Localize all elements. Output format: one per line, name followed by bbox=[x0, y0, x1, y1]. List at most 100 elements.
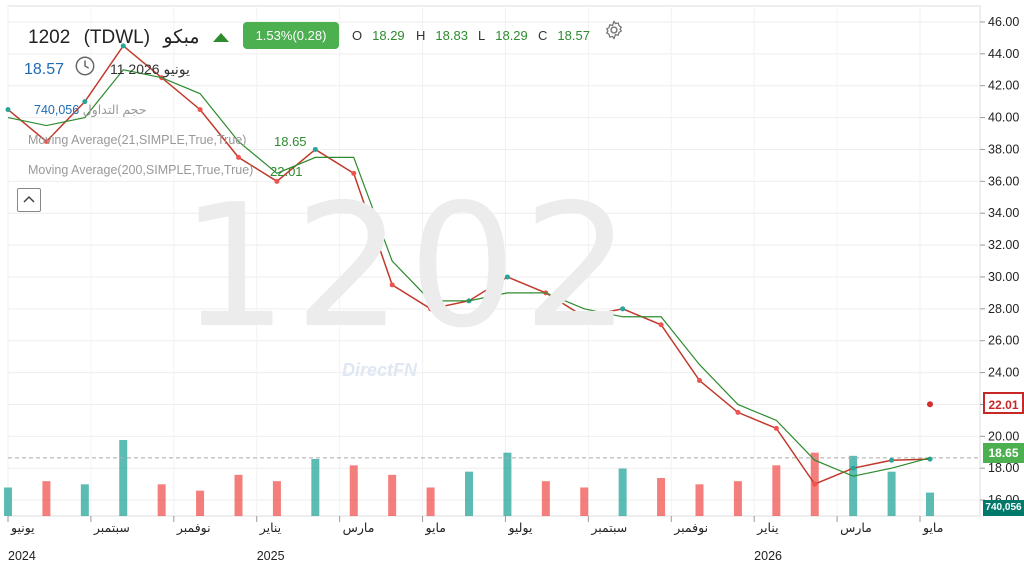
x-tick-year: 2026 bbox=[754, 549, 782, 563]
watermark-symbol: 1202 bbox=[180, 168, 637, 366]
volume-bar bbox=[887, 471, 896, 516]
close-value: 18.57 bbox=[557, 28, 590, 43]
ohlc-close: C 18.57 bbox=[538, 28, 590, 43]
volume-indicator-value: 740,056 bbox=[34, 103, 80, 117]
volume-bar bbox=[349, 465, 358, 516]
x-tick-label: مايو bbox=[922, 520, 943, 536]
x-tick-label: يناير bbox=[756, 520, 779, 536]
x-tick-label: مارس bbox=[343, 520, 375, 536]
volume-bar bbox=[657, 478, 666, 516]
y-tick-label: 26.00 bbox=[988, 334, 1019, 348]
y-tick-label: 34.00 bbox=[988, 206, 1019, 220]
volume-bar bbox=[311, 459, 320, 516]
price-point bbox=[312, 146, 318, 152]
price-point bbox=[43, 138, 49, 144]
price-point bbox=[889, 457, 895, 463]
ma200-inline-value: 22.01 bbox=[270, 164, 303, 179]
price-point bbox=[197, 107, 203, 113]
x-tick-label: مايو bbox=[425, 520, 446, 536]
open-value: 18.29 bbox=[372, 28, 405, 43]
y-tick-label: 40.00 bbox=[988, 111, 1019, 125]
price-point bbox=[812, 481, 818, 487]
watermark-brand: DirectFN bbox=[342, 360, 418, 380]
triangle-up-icon bbox=[213, 33, 229, 42]
price-point bbox=[697, 378, 702, 384]
volume-bar bbox=[580, 487, 589, 516]
y-tick-label: 42.00 bbox=[988, 79, 1019, 93]
volume-indicator-label: حجم التداول bbox=[82, 103, 147, 117]
change-badge: 1.53%(0.28) bbox=[243, 22, 339, 49]
price-point bbox=[658, 322, 664, 328]
price-point bbox=[620, 306, 626, 312]
y-tick-label: 24.00 bbox=[988, 366, 1019, 380]
x-tick-year: 2025 bbox=[257, 549, 285, 563]
price-point bbox=[274, 178, 280, 184]
volume-bar bbox=[849, 455, 858, 516]
open-label: O bbox=[352, 28, 363, 43]
volume-bar bbox=[695, 484, 704, 516]
ma200-price-tag: 22.01 bbox=[983, 392, 1024, 414]
volume-bar bbox=[157, 484, 166, 516]
volume-bar bbox=[503, 452, 512, 516]
price-point bbox=[581, 314, 587, 320]
volume-bar bbox=[772, 465, 781, 516]
indicator-ma21[interactable]: Moving Average(21,SIMPLE,True,True) bbox=[28, 133, 246, 147]
price-point bbox=[504, 274, 510, 280]
volume-bar bbox=[80, 484, 89, 516]
symbol-title: 1202 (TDWL) مبكو bbox=[28, 26, 200, 49]
price-point bbox=[428, 306, 434, 312]
price-point bbox=[5, 107, 11, 113]
close-label: C bbox=[538, 28, 548, 43]
volume-bar bbox=[272, 481, 281, 516]
x-tick-label: يناير bbox=[259, 520, 282, 536]
y-tick-label: 28.00 bbox=[988, 302, 1019, 316]
ohlc-high: H 18.83 bbox=[416, 28, 468, 43]
indicator-ma200[interactable]: Moving Average(200,SIMPLE,True,True) bbox=[28, 163, 253, 177]
y-tick-label: 20.00 bbox=[988, 429, 1019, 443]
volume-bar bbox=[465, 471, 473, 516]
x-tick-label: نوفمبر bbox=[176, 520, 211, 536]
y-tick-label: 46.00 bbox=[988, 15, 1019, 29]
x-tick-label: مارس bbox=[840, 520, 872, 536]
x-tick-label: يوليو bbox=[507, 520, 532, 536]
price-point bbox=[236, 154, 241, 160]
high-value: 18.83 bbox=[435, 28, 468, 43]
y-tick-label: 38.00 bbox=[988, 142, 1019, 156]
symbol-exchange: (TDWL) bbox=[83, 27, 151, 48]
price-point bbox=[351, 170, 357, 176]
volume-bar bbox=[926, 492, 934, 516]
price-point bbox=[773, 425, 779, 431]
symbol-code: 1202 bbox=[28, 27, 71, 48]
ma21-line bbox=[7, 69, 931, 477]
volume-tag: 740,056 bbox=[983, 500, 1024, 516]
ohlc-open: O 18.29 bbox=[352, 28, 405, 43]
last-price-tag: 18.65 bbox=[983, 443, 1024, 463]
ma21-indicator-label: Moving Average(21,SIMPLE,True,True) bbox=[28, 133, 247, 147]
price-point bbox=[735, 409, 741, 415]
x-tick-label: سبتمبر bbox=[93, 520, 130, 536]
symbol-company: مبكو bbox=[163, 27, 200, 48]
volume-bar bbox=[234, 474, 243, 516]
x-tick-label: نوفمبر bbox=[673, 520, 708, 536]
y-tick-label: 18.00 bbox=[988, 461, 1019, 475]
volume-bar bbox=[42, 481, 51, 516]
x-tick-year: 2024 bbox=[8, 549, 36, 563]
settings-gear-icon[interactable] bbox=[603, 19, 625, 41]
x-tick-label: يونيو bbox=[10, 520, 35, 536]
volume-bar bbox=[618, 468, 627, 516]
collapse-chevron-icon[interactable] bbox=[17, 188, 41, 212]
y-tick-label: 44.00 bbox=[988, 47, 1019, 61]
volume-bar bbox=[426, 487, 435, 516]
indicator-volume[interactable]: حجم التداول 740,056 bbox=[28, 102, 146, 117]
volume-tag-value: 740,056 bbox=[985, 502, 1022, 513]
volume-bar bbox=[541, 481, 550, 516]
volume-bar bbox=[388, 474, 397, 516]
volume-bar bbox=[119, 440, 128, 516]
last-price-tag-value: 18.65 bbox=[988, 446, 1019, 460]
last-price: 18.57 bbox=[24, 61, 65, 78]
price-point bbox=[82, 99, 88, 105]
volume-bar bbox=[4, 487, 12, 516]
y-tick-label: 30.00 bbox=[988, 270, 1019, 284]
